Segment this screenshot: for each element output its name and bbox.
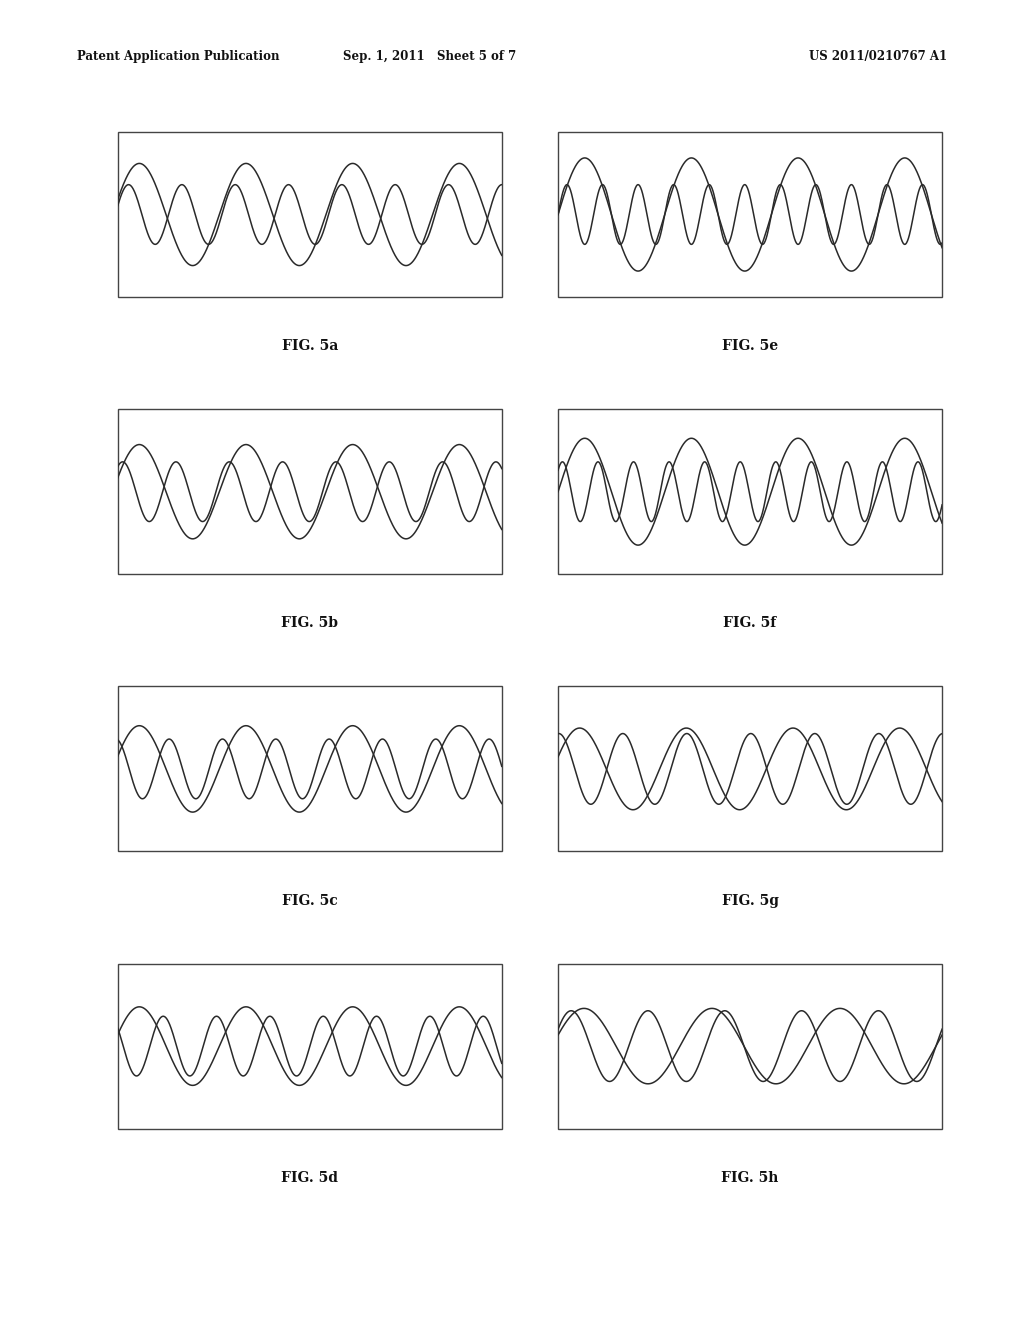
Bar — [118, 964, 502, 1129]
Bar — [558, 964, 942, 1129]
Bar — [558, 409, 942, 574]
Bar — [558, 132, 942, 297]
Bar — [118, 409, 502, 574]
Bar — [118, 686, 502, 851]
Bar — [558, 686, 942, 851]
Text: US 2011/0210767 A1: US 2011/0210767 A1 — [809, 50, 947, 63]
Text: FIG. 5b: FIG. 5b — [282, 616, 338, 631]
Bar — [118, 132, 502, 297]
Text: Sep. 1, 2011   Sheet 5 of 7: Sep. 1, 2011 Sheet 5 of 7 — [343, 50, 517, 63]
Text: FIG. 5d: FIG. 5d — [282, 1171, 338, 1185]
Text: FIG. 5h: FIG. 5h — [721, 1171, 779, 1185]
Text: FIG. 5e: FIG. 5e — [722, 339, 778, 354]
Text: Patent Application Publication: Patent Application Publication — [77, 50, 280, 63]
Text: FIG. 5f: FIG. 5f — [723, 616, 777, 631]
Text: FIG. 5c: FIG. 5c — [282, 894, 338, 908]
Text: FIG. 5a: FIG. 5a — [282, 339, 338, 354]
Text: FIG. 5g: FIG. 5g — [722, 894, 778, 908]
